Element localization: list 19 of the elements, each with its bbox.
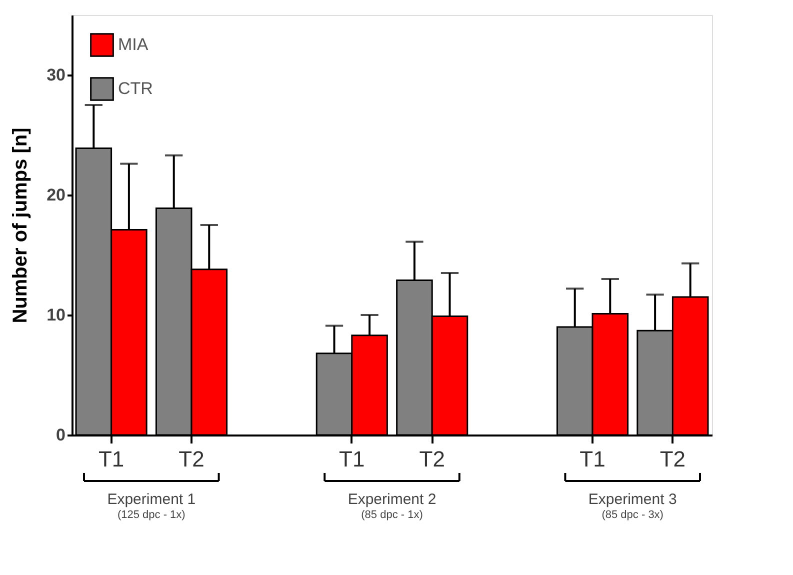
y-tick-label: 20 (46, 186, 66, 204)
x-tick-label: T2 (660, 446, 686, 472)
text: (125 dpc - 1x) (117, 509, 186, 521)
text: Experiment 1 (107, 491, 196, 508)
legend-label: CTR (118, 79, 153, 98)
y-tick-label: 10 (46, 306, 66, 324)
y-tick-label: 30 (46, 66, 66, 84)
x-tick-label: T2 (178, 446, 204, 472)
text: (85 dpc - 3x) (602, 509, 664, 521)
text: (85 dpc - 1x) (361, 509, 423, 521)
x-tick-label: T2 (419, 446, 445, 472)
y-tick-label: 0 (56, 426, 66, 444)
x-tick-label: T1 (98, 446, 124, 472)
text: Experiment 2 (348, 491, 436, 508)
legend-label: MIA (118, 35, 149, 54)
text: Experiment 3 (588, 491, 677, 508)
y-axis-title: Number of jumps [n] (10, 128, 32, 324)
x-tick-label: T1 (580, 446, 606, 472)
x-tick-label: T1 (339, 446, 365, 472)
